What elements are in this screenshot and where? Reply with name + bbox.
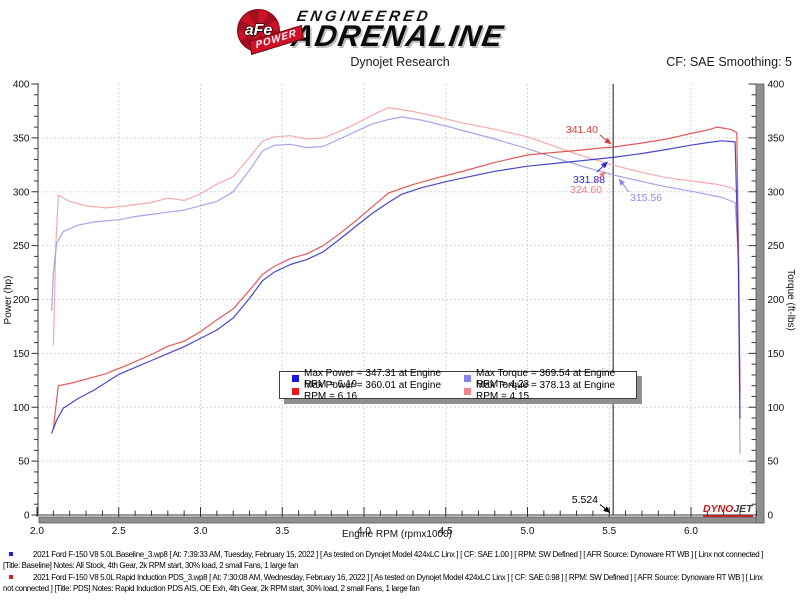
annotation-331.88: 331.88 (573, 174, 605, 186)
power-axis-tick-label: 100 (13, 403, 30, 414)
power-axis-tick-label: 300 (13, 187, 30, 198)
curve-pds-torque (52, 106, 741, 398)
legend-row-pds: Max Power = 360.01 at Engine RPM = 6.16 … (292, 380, 636, 402)
torque-axis-tick-label: 0 (768, 511, 774, 522)
annotation-arrowhead (603, 506, 611, 513)
power-axis-tick-label: 250 (13, 241, 30, 252)
rpm-axis-tick-label: 2.0 (30, 526, 44, 537)
annotation-arrow-line (596, 165, 604, 173)
right-axis-bar (755, 83, 765, 524)
baseline-run-line1: 2021 Ford F-150 V8 5.0L Baseline_3.wp8 [… (33, 550, 764, 559)
pds-run-line1: 2021 Ford F-150 V8 5.0L Rapid Induction … (33, 572, 763, 582)
power-axis-tick-label: 150 (13, 349, 30, 360)
annotation-arrow-line (594, 175, 602, 183)
bottom-axis-bar (38, 516, 765, 524)
torque-axis-tick-label: 350 (768, 133, 785, 144)
power-axis-tick-label: 400 (13, 80, 30, 91)
curve-baseline-torque (51, 116, 741, 455)
rpm-axis-tick-label: 3.5 (275, 526, 289, 537)
dynojet-logo: DYNOJET (703, 504, 753, 517)
annotation-arrowhead (600, 161, 608, 169)
rpm-axis-tick-label: 3.0 (194, 526, 208, 537)
legend-item-baseline-max-torque: Max Torque = 369.54 at Engine RPM = 4.23 (464, 368, 636, 390)
rpm-axis-tick-label: 5.5 (602, 526, 616, 537)
dynojet-logo-dyno: DYNO (703, 503, 734, 515)
annotation-324.60: 324.60 (570, 184, 602, 196)
annotation-5.524: 5.524 (572, 494, 598, 506)
legend-item-pds-max-torque: Max Torque = 378.13 at Engine RPM = 4.15 (464, 380, 636, 402)
legend-item-pds-max-power: Max Power = 360.01 at Engine RPM = 6.16 (292, 380, 464, 402)
baseline-max-power-label: Max Power = 347.31 at Engine RPM = 6.19 (304, 367, 442, 390)
torque-axis-tick-label: 250 (768, 241, 785, 252)
report-title: Dynojet Research (350, 55, 450, 69)
torque-axis-tick-label: 400 (768, 80, 785, 91)
rpm-axis-tick-label: 4.0 (357, 526, 371, 537)
smoothing-setting: CF: SAE Smoothing: 5 (666, 55, 792, 69)
rpm-axis-tick-label: 5.0 (521, 526, 535, 537)
pds-torque-swatch (464, 387, 471, 395)
pds-power-swatch (292, 387, 299, 395)
annotation-arrowhead (598, 171, 606, 179)
torque-axis-tick-label: 200 (768, 295, 785, 306)
annotation-341.40: 341.40 (566, 124, 598, 136)
run-info-pds: 2021 Ford F-150 V8 5.0L Rapid Induction … (3, 572, 798, 595)
legend-row-power-baseline-pds: Max Power = 347.31 at Engine RPM = 6.19 … (292, 368, 636, 390)
torque-axis-tick-label: 150 (768, 349, 785, 360)
rpm-axis-tick-label: 4.5 (439, 526, 453, 537)
annotation-arrowhead (618, 178, 626, 186)
power-axis-title: Power (hp) (3, 276, 14, 325)
curve-pds-power (52, 126, 741, 430)
max-values-legend: Max Power = 347.31 at Engine RPM = 6.19 … (279, 368, 637, 402)
baseline-power-swatch (292, 375, 299, 383)
annotation-arrow-line (599, 504, 606, 509)
torque-axis-tick-label: 300 (768, 187, 785, 198)
run-descriptions: 2021 Ford F-150 V8 5.0L Baseline_3.wp8 [… (0, 549, 800, 595)
dynojet-logo-jet: JET (733, 503, 753, 515)
pds-max-power-label: Max Power = 360.01 at Engine RPM = 6.16 (304, 380, 442, 403)
annotation-315.56: 315.56 (630, 192, 662, 204)
pds-max-torque-label: Max Torque = 378.13 at Engine RPM = 4.15 (476, 380, 616, 403)
rpm-axis-tick-label: 6.0 (684, 526, 698, 537)
annotation-arrow-line (622, 183, 630, 193)
legend-item-baseline-max-power: Max Power = 347.31 at Engine RPM = 6.19 (292, 368, 464, 390)
power-axis-tick-label: 350 (13, 133, 30, 144)
pds-run-bullet (9, 574, 13, 579)
rpm-axis-title: Engine RPM (rpmx1000) (342, 529, 452, 540)
baseline-max-torque-label: Max Torque = 369.54 at Engine RPM = 4.23 (476, 367, 616, 390)
baseline-run-line2: [Title: Baseline] Notes: All Stock, 4th … (3, 561, 299, 571)
power-axis-tick-label: 50 (18, 457, 30, 468)
annotation-arrow-line (599, 134, 607, 141)
torque-axis-title: Torque (ft-lbs) (785, 269, 796, 331)
rpm-axis-tick-label: 2.5 (112, 526, 126, 537)
power-axis-tick-label: 200 (13, 295, 30, 306)
run-info-baseline: 2021 Ford F-150 V8 5.0L Baseline_3.wp8 [… (3, 549, 798, 572)
annotation-arrowhead (604, 137, 612, 145)
afe-logo-text: aFe (244, 21, 273, 39)
pds-run-line2: not connected ] [Title: PDS] Notes: Rapi… (3, 584, 420, 594)
torque-axis-tick-label: 100 (768, 403, 785, 414)
baseline-run-bullet (9, 552, 13, 556)
power-axis-tick-label: 0 (24, 511, 30, 522)
baseline-torque-swatch (464, 375, 471, 383)
curve-baseline-power (51, 140, 741, 434)
torque-axis-tick-label: 50 (768, 457, 780, 468)
